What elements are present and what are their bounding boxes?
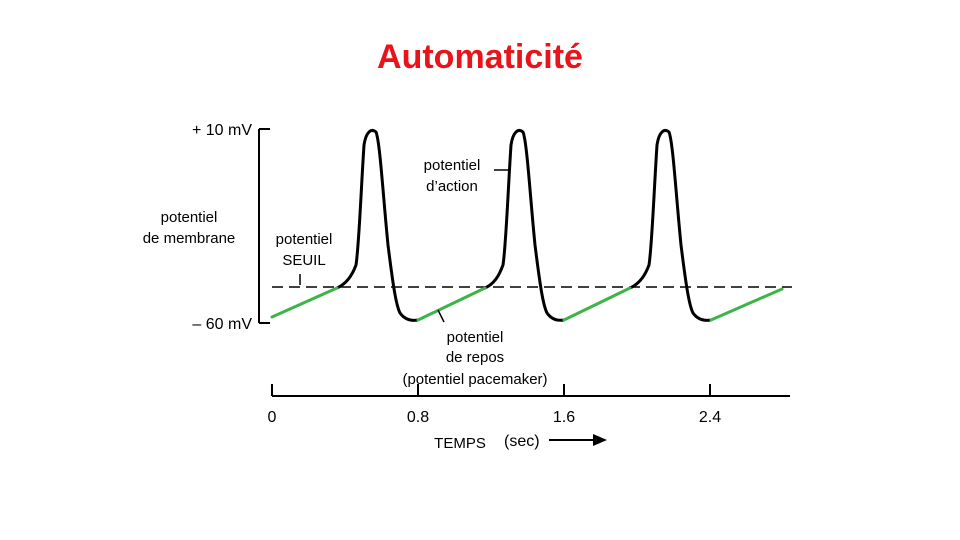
action-label-line2: d’action	[426, 178, 478, 195]
pacemaker-phase-segments	[270, 286, 784, 322]
x-tick-label: 0.8	[407, 409, 429, 426]
y-axis-title-line2: de membrane	[143, 230, 236, 247]
x-axis-unit: (sec)	[504, 433, 540, 450]
x-axis-title: TEMPS	[434, 435, 486, 452]
x-tick-label: 1.6	[553, 409, 575, 426]
pacemaker-segment	[270, 286, 339, 319]
y-min-label: – 60 mV	[192, 316, 252, 333]
rest-potential-annotation: potentiel de repos (potentiel pacemaker)	[402, 309, 548, 388]
y-max-label: + 10 mV	[192, 122, 252, 139]
x-axis: 0 0.8 1.6 2.4 TEMPS (sec)	[268, 384, 790, 452]
rest-label-line2: de repos	[446, 349, 504, 366]
y-axis: + 10 mV – 60 mV potentiel de membrane	[143, 122, 270, 333]
threshold-label-line2: SEUIL	[282, 252, 325, 269]
pacemaker-segment	[416, 286, 487, 322]
rest-label-line1: potentiel	[447, 329, 504, 346]
threshold-annotation: potentiel SEUIL	[276, 231, 333, 285]
action-potential-trace	[335, 129, 713, 322]
pacemaker-segment	[562, 286, 632, 322]
action-potential-annotation: potentiel d’action	[424, 157, 508, 195]
x-tick-label: 0	[268, 409, 277, 426]
page-title: Automaticité	[377, 38, 583, 76]
arrow-right-icon	[549, 434, 607, 446]
y-axis-title-line1: potentiel	[161, 209, 218, 226]
x-tick-label: 2.4	[699, 409, 721, 426]
rest-label-line3: (potentiel pacemaker)	[402, 371, 547, 388]
action-label-line1: potentiel	[424, 157, 481, 174]
pacemaker-segment	[709, 287, 784, 322]
threshold-label-line1: potentiel	[276, 231, 333, 248]
